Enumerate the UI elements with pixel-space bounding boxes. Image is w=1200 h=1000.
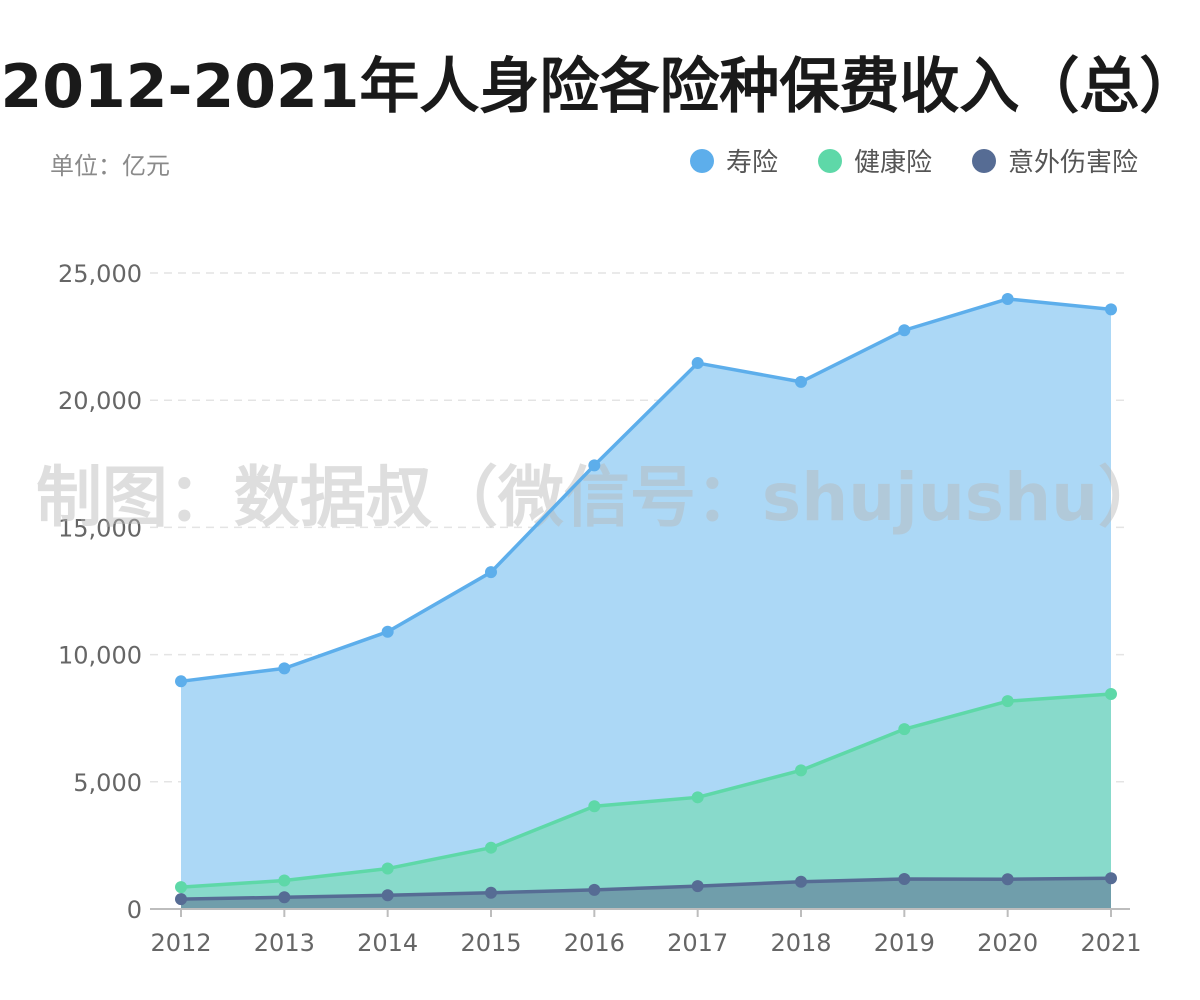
series-line-2 [180, 876, 1112, 901]
data-point [795, 875, 807, 888]
y-tick-label: 15,000 [58, 514, 142, 542]
y-tick-label: 10,000 [58, 642, 142, 670]
data-point [1105, 872, 1117, 885]
data-point [1001, 873, 1014, 886]
data-point [588, 459, 601, 472]
data-point [485, 886, 497, 899]
area-2 [181, 878, 1111, 909]
y-tick-label: 5,000 [73, 769, 142, 797]
y-tick-label: 20,000 [58, 387, 142, 415]
series-line-0 [180, 297, 1112, 684]
data-point [588, 883, 601, 896]
data-point [278, 662, 291, 675]
x-tick-label: 2019 [874, 929, 935, 957]
legend-label-accident: 意外伤害险 [1007, 148, 1138, 178]
data-point [898, 324, 911, 337]
x-tick-label: 2018 [770, 929, 831, 957]
x-tick-label: 2015 [460, 929, 521, 957]
legend-swatch-health [817, 148, 842, 173]
data-point [1001, 292, 1014, 305]
legend: 寿险 健康险 意外伤害险 [650, 142, 1138, 179]
data-point [175, 893, 187, 906]
data-point [175, 881, 187, 894]
chart-title: 2012-2021年人身险各险种保费收入（总） [0, 52, 1200, 122]
data-point [485, 566, 497, 579]
legend-item-health[interactable]: 健康险 [817, 142, 932, 179]
x-tick-label: 2021 [1080, 929, 1141, 957]
x-tick-label: 2016 [564, 929, 625, 957]
legend-item-accident[interactable]: 意外伤害险 [971, 142, 1138, 179]
data-point [278, 891, 291, 904]
y-tick-label: 25,000 [58, 260, 142, 288]
data-point [381, 625, 394, 638]
data-point [795, 375, 807, 388]
legend-label-health: 健康险 [853, 148, 932, 178]
legend-item-life[interactable]: 寿险 [689, 142, 778, 179]
data-point [1105, 688, 1117, 701]
data-point [1001, 695, 1014, 708]
data-point [381, 862, 394, 875]
data-point [588, 800, 601, 813]
legend-label-life: 寿险 [725, 148, 778, 178]
data-point [898, 723, 911, 736]
data-point [898, 872, 911, 885]
data-point [795, 764, 807, 777]
y-tick-label: 0 [127, 896, 142, 924]
legend-swatch-accident [971, 148, 996, 173]
x-tick-label: 2020 [977, 929, 1038, 957]
data-point [691, 791, 704, 804]
x-tick-label: 2012 [150, 929, 211, 957]
watermark-text: 制图：数据叔（微信号：shujushu） [36, 459, 1164, 536]
data-point [691, 880, 704, 893]
area-1 [181, 694, 1111, 909]
legend-swatch-life [689, 148, 714, 173]
x-tick-label: 2014 [357, 929, 418, 957]
unit-label: 单位：亿元 [50, 152, 170, 180]
x-tick-label: 2017 [667, 929, 728, 957]
data-point [175, 675, 187, 688]
data-point [691, 357, 704, 370]
data-point [381, 889, 394, 902]
data-point [1105, 303, 1117, 316]
x-tick-label: 2013 [254, 929, 315, 957]
data-point [485, 841, 497, 854]
series-line-1 [180, 692, 1112, 889]
data-point [278, 874, 291, 887]
